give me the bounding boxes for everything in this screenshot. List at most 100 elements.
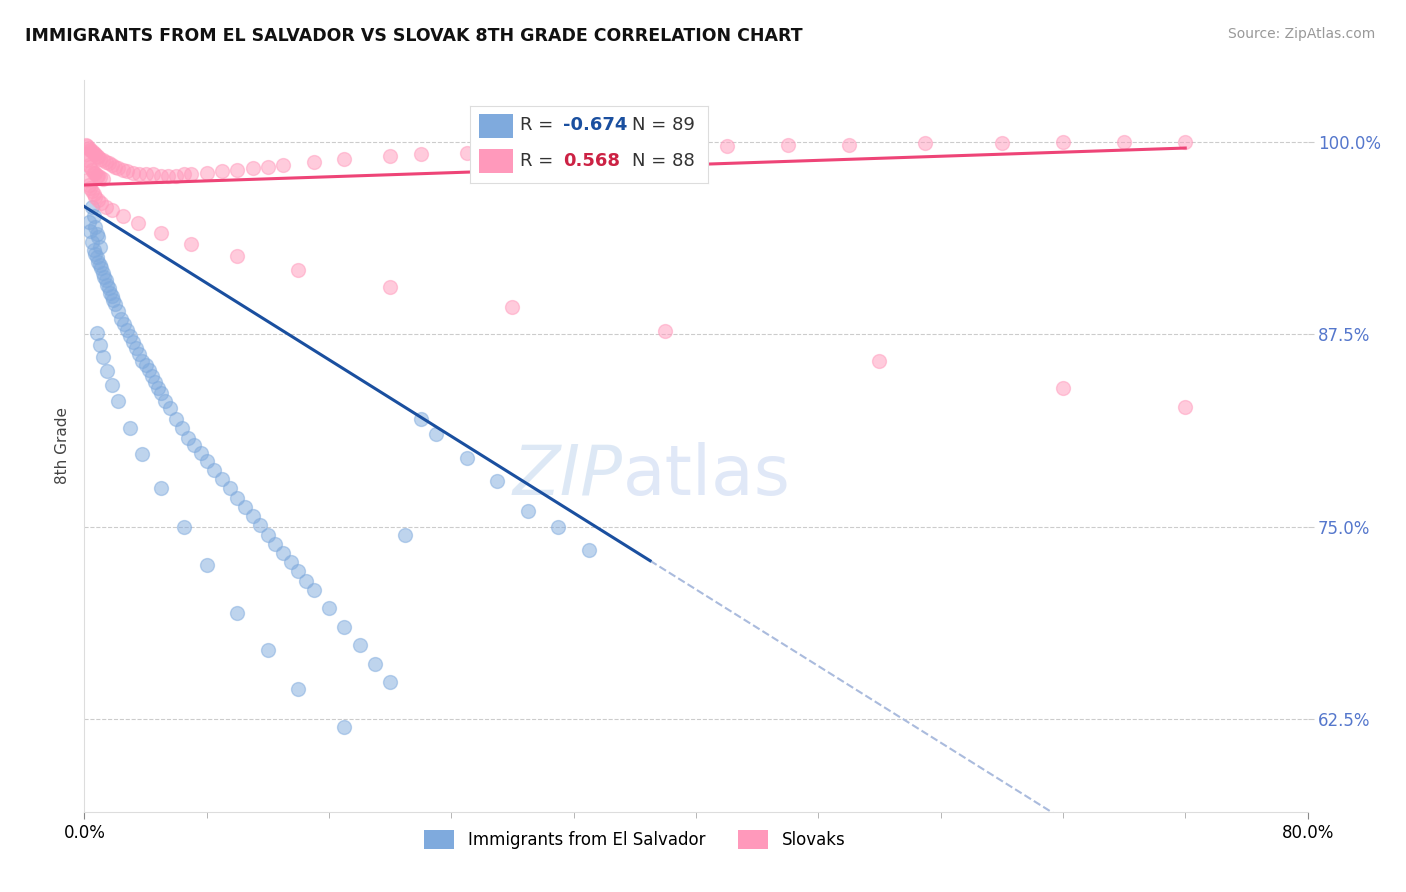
Point [456, 145, 478, 160]
Point [302, 582, 325, 597]
Point [409, 147, 432, 161]
Point [547, 520, 569, 534]
Point [98, 285, 121, 300]
Text: atlas: atlas [623, 442, 790, 508]
Point [190, 446, 212, 460]
Point [271, 158, 294, 172]
Point [257, 527, 280, 541]
Point [80, 235, 103, 249]
Point [122, 166, 145, 180]
Point [141, 368, 163, 383]
Point [86, 251, 108, 265]
Point [83, 209, 105, 223]
Point [242, 509, 264, 524]
Point [502, 300, 524, 314]
Point [364, 657, 387, 671]
Point [302, 154, 325, 169]
Point [94, 154, 117, 169]
Point [80, 200, 103, 214]
Point [172, 421, 194, 435]
Point [131, 447, 153, 461]
Point [135, 358, 157, 372]
Point [226, 162, 249, 177]
Y-axis label: 8th Grade: 8th Grade [55, 408, 70, 484]
Point [838, 138, 860, 153]
Point [149, 481, 172, 495]
Point [1174, 400, 1197, 414]
Point [1052, 135, 1074, 149]
Point [84, 166, 107, 180]
Point [75, 147, 97, 161]
Legend: Immigrants from El Salvador, Slovaks: Immigrants from El Salvador, Slovaks [418, 823, 852, 856]
Point [333, 720, 356, 734]
Point [83, 166, 105, 180]
Point [202, 463, 225, 477]
Point [83, 187, 105, 202]
Point [295, 574, 318, 588]
Point [333, 152, 356, 166]
Point [195, 453, 218, 467]
Point [333, 620, 356, 634]
Point [991, 136, 1014, 151]
Point [776, 138, 799, 153]
Point [180, 236, 202, 251]
Point [287, 681, 309, 696]
Point [84, 219, 107, 234]
Point [264, 537, 287, 551]
Point [104, 160, 127, 174]
Point [89, 170, 111, 185]
Point [155, 393, 177, 408]
Point [122, 334, 145, 349]
Point [76, 153, 98, 168]
Point [173, 520, 195, 534]
Point [128, 347, 150, 361]
Point [83, 145, 105, 160]
Point [94, 200, 117, 214]
Point [91, 351, 114, 365]
Text: ZIP: ZIP [513, 442, 623, 508]
Point [96, 364, 118, 378]
Point [91, 266, 114, 280]
Point [77, 215, 100, 229]
Point [127, 217, 149, 231]
Point [79, 224, 101, 238]
Point [177, 431, 200, 445]
Point [654, 139, 676, 153]
Point [91, 171, 114, 186]
Point [226, 491, 249, 505]
Point [76, 139, 98, 153]
Point [79, 160, 101, 174]
Point [531, 143, 554, 157]
Point [869, 353, 891, 368]
Point [143, 375, 166, 389]
Point [76, 173, 98, 187]
Point [128, 167, 150, 181]
Point [79, 143, 101, 157]
Point [318, 601, 340, 615]
Point [380, 279, 402, 293]
Point [101, 202, 124, 217]
Point [211, 472, 233, 486]
Point [716, 139, 738, 153]
Point [84, 147, 107, 161]
Point [90, 196, 112, 211]
Point [80, 162, 103, 177]
Point [107, 161, 129, 175]
Point [271, 546, 294, 560]
Point [135, 167, 157, 181]
Point [149, 385, 172, 400]
Point [84, 190, 107, 204]
Point [107, 393, 129, 408]
Point [111, 209, 134, 223]
Point [149, 226, 172, 240]
Point [914, 136, 936, 151]
Point [287, 565, 309, 579]
Point [1052, 381, 1074, 395]
Point [287, 262, 309, 277]
Point [80, 184, 103, 198]
Point [112, 317, 135, 331]
Point [138, 363, 160, 377]
Point [90, 261, 112, 276]
Point [89, 152, 111, 166]
Point [218, 481, 240, 495]
